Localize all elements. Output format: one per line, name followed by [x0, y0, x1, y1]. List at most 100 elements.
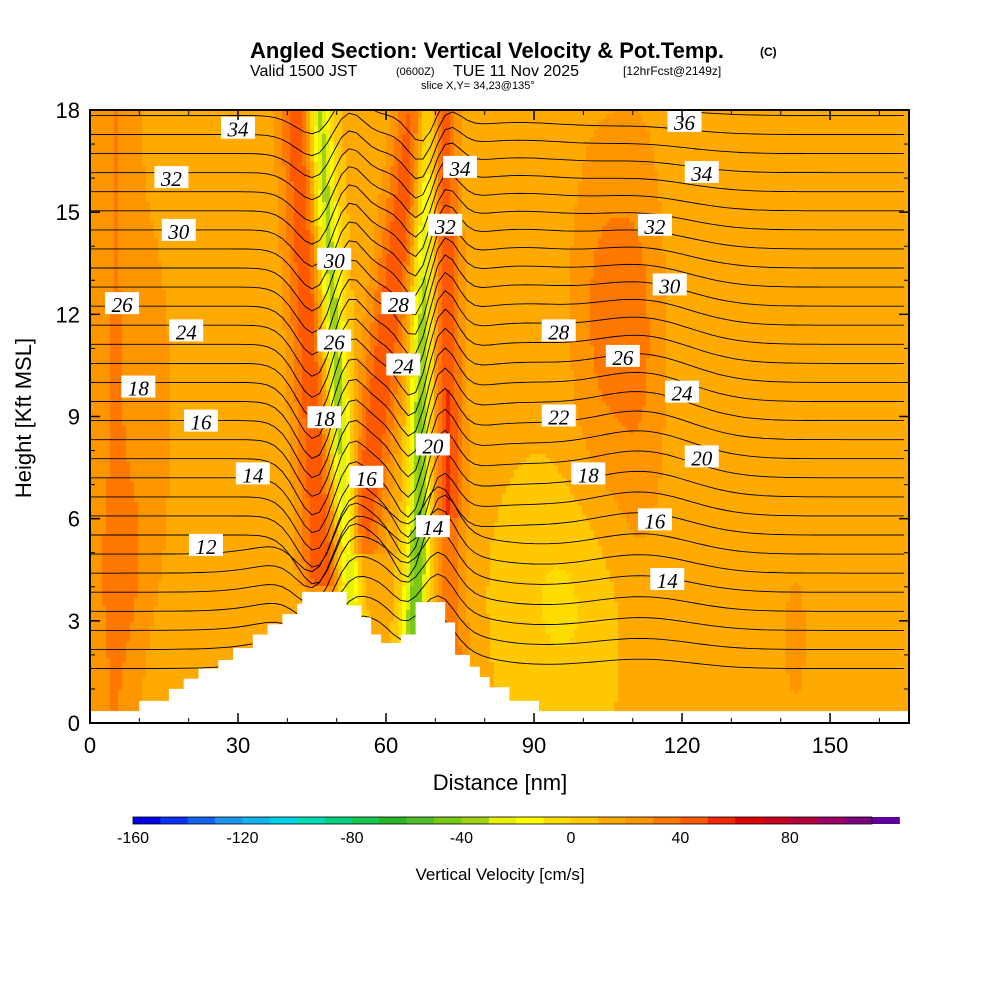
field-cell	[270, 126, 275, 131]
field-cell	[502, 114, 507, 119]
field-cell	[870, 118, 875, 123]
field-cell	[414, 118, 419, 123]
field-cell	[318, 114, 323, 119]
field-cell	[366, 118, 371, 123]
field-cell	[98, 126, 103, 131]
field-cell	[142, 138, 147, 143]
field-cell	[838, 130, 843, 135]
field-cell	[830, 138, 835, 143]
field-cell	[94, 126, 99, 131]
field-cell	[158, 138, 163, 143]
field-cell	[494, 130, 499, 135]
field-cell	[590, 126, 595, 131]
field-cell	[418, 134, 423, 139]
field-cell	[370, 118, 375, 123]
field-cell	[174, 130, 179, 135]
field-cell	[898, 114, 903, 119]
field-cell	[770, 126, 775, 131]
field-cell	[762, 126, 767, 131]
subtitle-forecast: [12hrFcst@2149z]	[623, 64, 721, 78]
field-cell	[482, 130, 487, 135]
field-cell	[846, 122, 851, 127]
field-cell	[270, 130, 275, 135]
field-cell	[758, 134, 763, 139]
field-cell	[294, 118, 299, 123]
field-cell	[690, 138, 695, 143]
field-cell	[746, 138, 751, 143]
field-cell	[138, 118, 143, 123]
field-cell	[566, 114, 571, 119]
field-cell	[166, 126, 171, 131]
field-cell	[186, 138, 191, 143]
field-cell	[302, 134, 307, 139]
field-cell	[210, 130, 215, 135]
field-cell	[462, 122, 467, 127]
field-cell	[862, 118, 867, 123]
field-cell	[750, 118, 755, 123]
field-cell	[842, 114, 847, 119]
field-cell	[170, 138, 175, 143]
field-cell	[574, 126, 579, 131]
field-cell	[578, 130, 583, 135]
field-cell	[526, 134, 531, 139]
field-cell	[290, 118, 295, 123]
field-cell	[902, 126, 907, 131]
field-cell	[666, 138, 671, 143]
field-cell	[338, 114, 343, 119]
field-cell	[650, 122, 655, 127]
field-cell	[426, 138, 431, 143]
field-cell	[578, 126, 583, 131]
field-cell	[682, 138, 687, 143]
field-cell	[354, 126, 359, 131]
field-cell	[786, 126, 791, 131]
field-cell	[182, 114, 187, 119]
field-cell	[334, 134, 339, 139]
field-cell	[902, 114, 907, 119]
field-cell	[806, 138, 811, 143]
field-cell	[270, 138, 275, 143]
field-cell	[834, 130, 839, 135]
field-cell	[158, 114, 163, 119]
subtitle-utc: (0600Z)	[396, 66, 435, 78]
field-cell	[734, 122, 739, 127]
field-cell	[726, 118, 731, 123]
field-cell	[702, 126, 707, 131]
field-cell	[618, 114, 623, 119]
field-cell	[730, 118, 735, 123]
field-cell	[186, 126, 191, 131]
field-cell	[114, 118, 119, 123]
field-cell	[130, 122, 135, 127]
field-cell	[534, 130, 539, 135]
field-cell	[586, 134, 591, 139]
field-cell	[446, 122, 451, 127]
field-cell	[450, 130, 455, 135]
field-cell	[290, 130, 295, 135]
field-cell	[266, 126, 271, 131]
field-cell	[818, 114, 823, 119]
field-cell	[890, 118, 895, 123]
field-cell	[258, 126, 263, 131]
field-cell	[214, 118, 219, 123]
field-cell	[642, 134, 647, 139]
field-cell	[638, 138, 643, 143]
field-cell	[566, 130, 571, 135]
field-cell	[886, 122, 891, 127]
field-cell	[354, 118, 359, 123]
field-cell	[474, 126, 479, 131]
field-cell	[150, 130, 155, 135]
field-cell	[398, 126, 403, 131]
field-cell	[762, 134, 767, 139]
field-cell	[566, 126, 571, 131]
field-cell	[814, 114, 819, 119]
plot-area: 3432302624181614123026181628242014343228…	[90, 96, 911, 728]
field-cell	[418, 114, 423, 119]
field-cell	[474, 134, 479, 139]
field-cell	[890, 122, 895, 127]
field-cell	[554, 130, 559, 135]
field-cell	[214, 114, 219, 119]
field-cell	[390, 130, 395, 135]
field-cell	[730, 126, 735, 131]
field-cell	[638, 114, 643, 119]
field-cell	[558, 130, 563, 135]
field-cell	[446, 138, 451, 143]
